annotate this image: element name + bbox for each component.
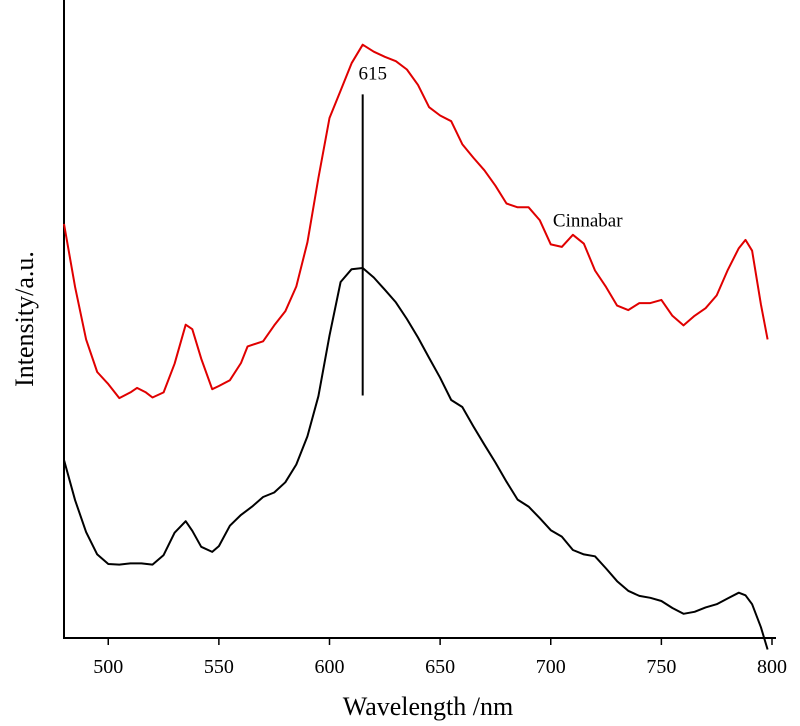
x-tick-label: 650 — [425, 656, 455, 678]
x-tick-label: 600 — [315, 656, 345, 678]
plot-lines — [63, 43, 769, 650]
peak-label: 615 — [358, 63, 387, 84]
x-tick-label: 750 — [646, 656, 676, 678]
x-axis-title: Wavelength /nm — [343, 692, 513, 721]
x-tick-label: 550 — [204, 656, 234, 678]
series-line-reference — [63, 267, 769, 650]
x-tick-label: 700 — [536, 656, 566, 678]
y-axis-title: Intensity/a.u. — [10, 251, 39, 387]
series-label-cinnabar: Cinnabar — [553, 210, 623, 231]
x-tick-label: 500 — [93, 656, 123, 678]
x-tick-label: 800 — [757, 656, 787, 678]
series-line-cinnabar — [63, 43, 769, 400]
x-axis-ticks: 500 550 600 650 700 750 800 — [93, 638, 787, 678]
